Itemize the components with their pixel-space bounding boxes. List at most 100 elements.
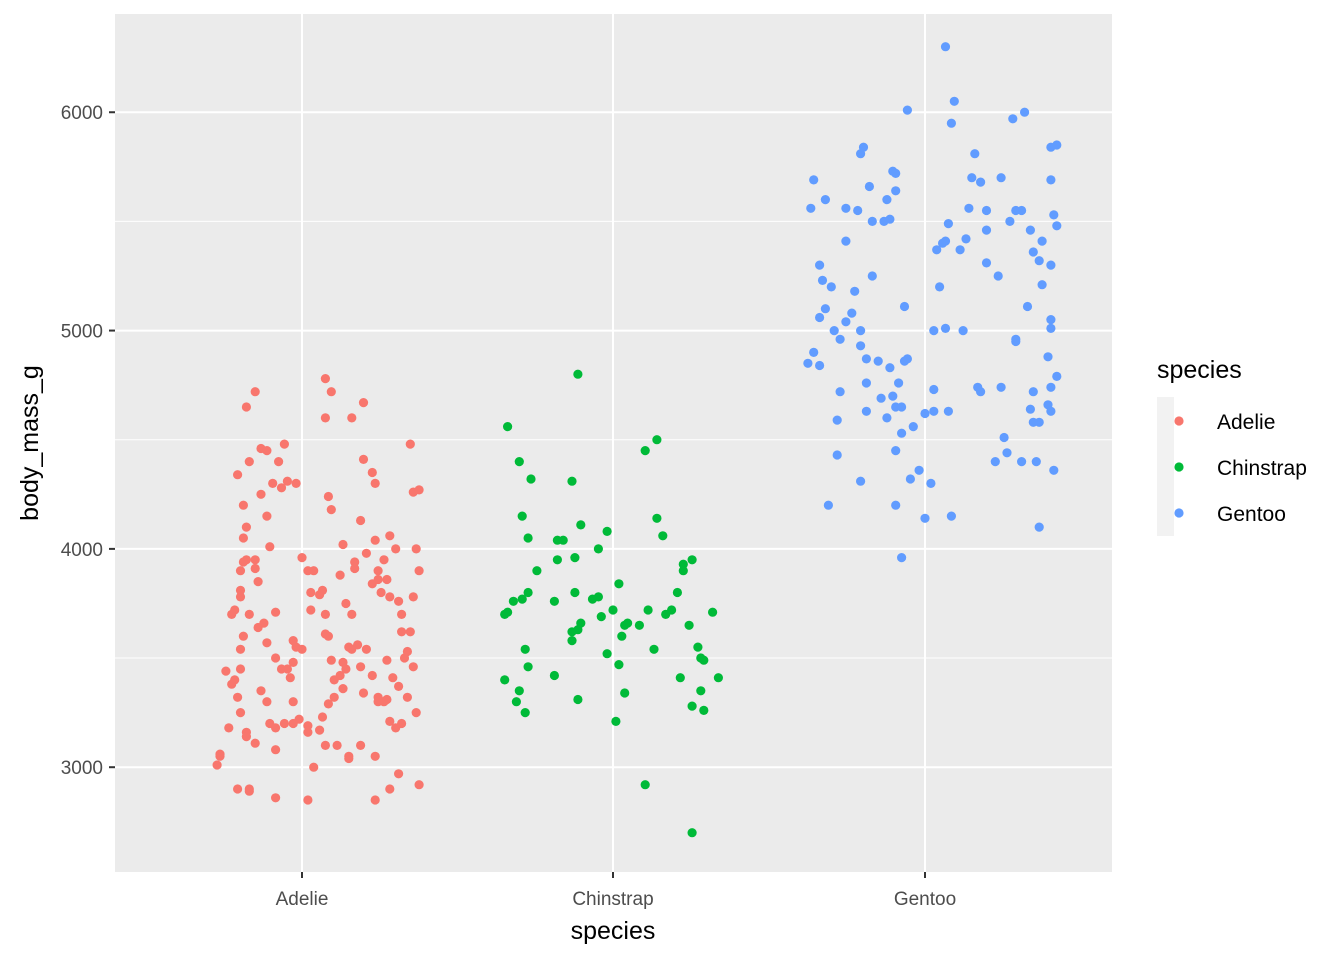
- y-axis-title: body_mass_g: [16, 365, 44, 521]
- point-adelie: [394, 681, 404, 692]
- point-chinstrap: [634, 620, 645, 630]
- point-adelie: [250, 563, 260, 574]
- point-adelie: [358, 688, 369, 698]
- point-adelie: [276, 664, 287, 674]
- y-tick-label: 4000: [61, 540, 103, 561]
- point-adelie: [306, 587, 316, 598]
- point-chinstrap: [649, 644, 659, 654]
- point-chinstrap: [611, 716, 621, 727]
- point-adelie: [215, 749, 225, 759]
- y-axis: 3000 4000 5000 6000: [61, 103, 115, 779]
- point-chinstrap: [558, 535, 568, 545]
- point-adelie: [279, 718, 289, 729]
- point-gentoo: [809, 175, 819, 185]
- point-gentoo: [1028, 387, 1038, 397]
- point-adelie: [391, 544, 401, 554]
- data-points: [212, 42, 1062, 838]
- point-adelie: [320, 609, 330, 620]
- point-adelie: [303, 795, 313, 805]
- point-adelie: [370, 751, 380, 761]
- point-chinstrap: [658, 531, 668, 541]
- point-gentoo: [803, 358, 813, 368]
- point-chinstrap: [523, 533, 533, 543]
- point-adelie: [347, 609, 357, 620]
- point-adelie: [227, 609, 237, 620]
- point-chinstrap: [640, 780, 650, 790]
- point-adelie: [382, 655, 392, 665]
- point-gentoo: [882, 195, 892, 205]
- point-adelie: [356, 740, 366, 751]
- point-gentoo: [940, 236, 951, 246]
- point-gentoo: [861, 354, 872, 364]
- point-chinstrap: [678, 566, 688, 576]
- point-gentoo: [970, 149, 980, 159]
- point-gentoo: [820, 195, 831, 205]
- point-adelie: [367, 670, 377, 681]
- point-gentoo: [820, 304, 831, 314]
- point-gentoo: [996, 382, 1006, 392]
- point-adelie: [358, 454, 369, 464]
- point-gentoo: [891, 186, 901, 196]
- point-chinstrap: [652, 513, 662, 523]
- point-adelie: [297, 644, 307, 654]
- point-gentoo: [891, 168, 901, 178]
- point-adelie: [309, 762, 319, 772]
- point-chinstrap: [708, 607, 718, 617]
- point-chinstrap: [567, 476, 577, 486]
- point-adelie: [262, 511, 272, 521]
- x-axis-title: species: [571, 917, 656, 945]
- point-chinstrap: [643, 605, 653, 615]
- point-adelie: [326, 655, 336, 665]
- point-adelie: [408, 592, 418, 602]
- point-adelie: [288, 657, 298, 668]
- point-chinstrap: [514, 686, 524, 696]
- x-tick-label: Gentoo: [894, 889, 956, 910]
- point-gentoo: [885, 363, 895, 373]
- point-gentoo: [981, 225, 992, 235]
- point-chinstrap: [593, 544, 604, 554]
- point-adelie: [373, 574, 383, 585]
- point-gentoo: [897, 553, 907, 563]
- point-adelie: [405, 439, 415, 449]
- point-gentoo: [902, 105, 913, 115]
- point-adelie: [402, 692, 412, 702]
- point-gentoo: [897, 402, 907, 412]
- point-gentoo: [940, 42, 951, 52]
- point-gentoo: [873, 356, 883, 366]
- point-gentoo: [823, 500, 834, 510]
- point-chinstrap: [552, 555, 563, 565]
- point-chinstrap: [520, 708, 530, 718]
- point-gentoo: [935, 282, 945, 292]
- point-gentoo: [914, 465, 924, 475]
- point-adelie: [394, 769, 404, 779]
- point-adelie: [367, 467, 377, 478]
- point-adelie: [329, 692, 339, 702]
- point-gentoo: [891, 446, 901, 456]
- point-gentoo: [829, 326, 839, 336]
- point-chinstrap: [520, 644, 530, 654]
- point-adelie: [250, 738, 260, 748]
- point-adelie: [262, 638, 272, 648]
- point-adelie: [323, 491, 333, 502]
- legend-label-adelie: Adelie: [1217, 411, 1275, 434]
- point-chinstrap: [608, 605, 618, 615]
- point-chinstrap: [699, 705, 709, 716]
- point-gentoo: [955, 245, 965, 255]
- point-chinstrap: [596, 612, 606, 622]
- point-adelie: [370, 795, 380, 805]
- point-chinstrap: [503, 422, 513, 432]
- point-gentoo: [961, 234, 971, 244]
- point-chinstrap: [672, 587, 683, 598]
- point-gentoo: [929, 384, 939, 395]
- point-adelie: [271, 793, 281, 803]
- point-adelie: [414, 566, 424, 576]
- point-gentoo: [876, 393, 886, 403]
- point-adelie: [306, 605, 316, 615]
- point-chinstrap: [570, 553, 580, 563]
- point-chinstrap: [517, 511, 527, 521]
- point-adelie: [320, 374, 330, 384]
- point-gentoo: [1052, 221, 1062, 231]
- point-gentoo: [806, 203, 816, 213]
- point-gentoo: [1011, 336, 1021, 347]
- point-gentoo: [847, 308, 857, 318]
